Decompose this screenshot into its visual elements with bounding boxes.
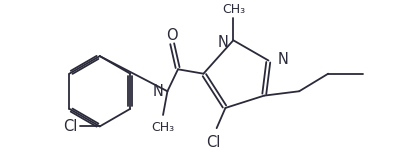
Text: N: N <box>218 35 229 50</box>
Text: N: N <box>277 52 288 67</box>
Text: CH₃: CH₃ <box>222 3 245 16</box>
Text: Cl: Cl <box>206 135 220 150</box>
Text: O: O <box>166 28 178 43</box>
Text: Cl: Cl <box>63 119 78 134</box>
Text: CH₃: CH₃ <box>152 121 175 134</box>
Text: N: N <box>152 84 163 99</box>
